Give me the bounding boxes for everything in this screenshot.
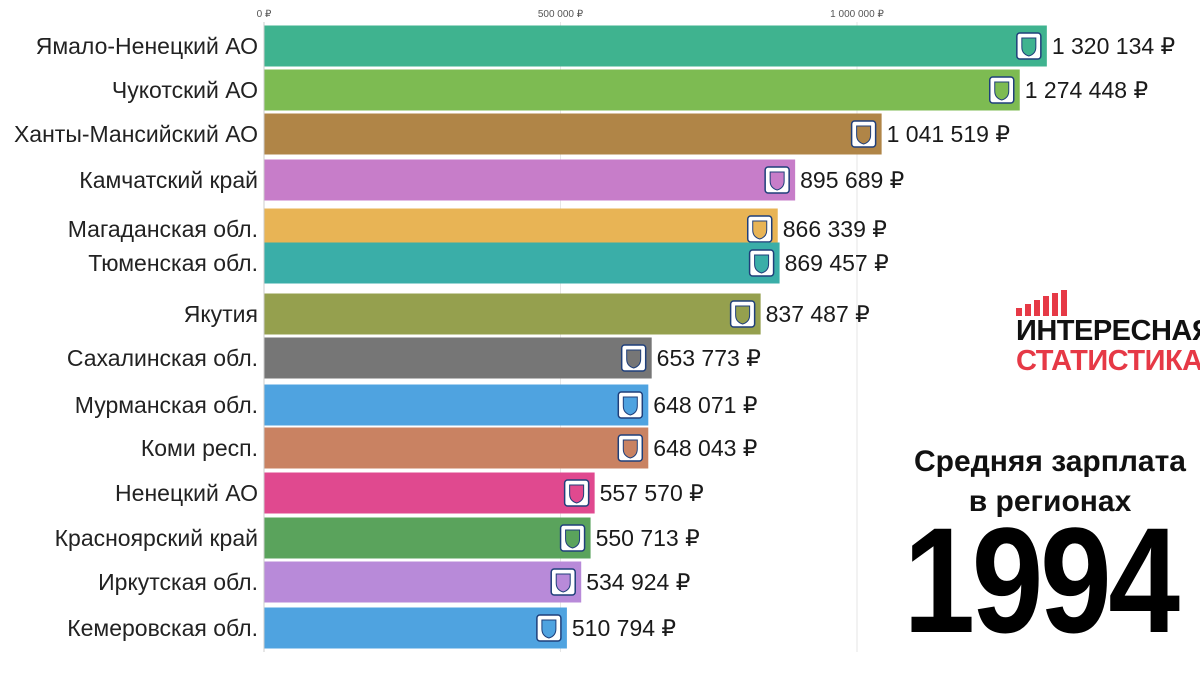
chukotka-coat-of-arms-icon: [988, 76, 1015, 104]
value-label: 837 487 ₽: [766, 301, 870, 327]
value-label: 869 457 ₽: [785, 250, 889, 276]
value-label: 1 041 519 ₽: [887, 121, 1010, 147]
logo-text-line2: СТАТИСТИКА: [1016, 345, 1200, 377]
category-label: Магаданская обл.: [68, 216, 258, 242]
value-label: 557 570 ₽: [600, 480, 704, 506]
category-label: Ненецкий АО: [115, 480, 258, 506]
yakutia-coat-of-arms-icon: [729, 300, 756, 328]
logo-bar: [1061, 290, 1067, 316]
magadan-coat-of-arms-icon: [746, 215, 773, 243]
x-tick-label: 1 000 000 ₽: [830, 9, 884, 20]
category-label: Ханты-Мансийский АО: [14, 121, 258, 147]
category-label: Кемеровская обл.: [67, 615, 258, 641]
bar: [264, 384, 649, 426]
bar: [264, 472, 595, 514]
category-label: Красноярский край: [55, 525, 258, 551]
value-label: 648 043 ₽: [653, 435, 757, 461]
brand-logo: ИНТЕРЕСНАЯ СТАТИСТИКА: [1016, 288, 1200, 383]
komi-coat-of-arms-icon: [617, 434, 644, 462]
logo-bar: [1052, 293, 1058, 316]
category-label: Тюменская обл.: [88, 250, 258, 276]
bar: [264, 113, 882, 155]
value-label: 653 773 ₽: [657, 345, 761, 371]
value-label: 550 713 ₽: [596, 525, 700, 551]
kemerovo-coat-of-arms-icon: [536, 614, 562, 642]
value-label: 866 339 ₽: [783, 216, 887, 242]
subtitle-line1: Средняя зарплата: [914, 445, 1186, 478]
category-label: Иркутская обл.: [98, 569, 258, 595]
value-label: 510 794 ₽: [572, 615, 676, 641]
category-label: Якутия: [184, 301, 258, 327]
chart-subtitle: Средняя зарплата в регионах: [880, 442, 1200, 522]
logo-bar: [1043, 296, 1049, 316]
bar: [264, 293, 761, 335]
category-label: Камчатский край: [79, 167, 258, 193]
bar: [264, 242, 780, 284]
logo-bars-icon: [1016, 288, 1196, 316]
category-label: Мурманская обл.: [75, 392, 258, 418]
value-label: 895 689 ₽: [800, 167, 904, 193]
year-label: 1994: [903, 496, 1180, 664]
subtitle-line2: в регионах: [968, 485, 1132, 518]
bar: [264, 337, 652, 379]
yamal-coat-of-arms-icon: [1016, 32, 1042, 60]
bar: [264, 159, 796, 201]
nenets-coat-of-arms-icon: [563, 479, 590, 507]
category-label: Ямало-Ненецкий АО: [36, 33, 258, 59]
logo-bar: [1034, 300, 1040, 316]
logo-bar: [1016, 308, 1022, 316]
category-label: Чукотский АО: [112, 77, 258, 103]
kamchatka-coat-of-arms-icon: [764, 166, 790, 194]
bar: [264, 607, 567, 649]
khmao-coat-of-arms-icon: [850, 120, 877, 148]
category-label: Сахалинская обл.: [67, 345, 258, 371]
logo-text-line1: ИНТЕРЕСНАЯ: [1016, 315, 1200, 347]
bar: [264, 69, 1020, 111]
krasnoyarsk-coat-of-arms-icon: [559, 524, 586, 552]
category-label: Коми респ.: [141, 435, 258, 461]
logo-bar: [1025, 304, 1031, 316]
value-label: 534 924 ₽: [586, 569, 690, 595]
irkutsk-coat-of-arms-icon: [550, 568, 576, 596]
tyumen-coat-of-arms-icon: [748, 249, 775, 277]
murmansk-coat-of-arms-icon: [617, 391, 644, 419]
bar: [264, 517, 591, 559]
bar: [264, 25, 1047, 67]
value-label: 648 071 ₽: [653, 392, 757, 418]
value-label: 1 274 448 ₽: [1025, 77, 1148, 103]
x-tick-label: 500 000 ₽: [538, 9, 584, 20]
bar: [264, 561, 582, 603]
sakhalin-coat-of-arms-icon: [620, 344, 647, 372]
bar: [264, 427, 649, 469]
value-label: 1 320 134 ₽: [1052, 33, 1175, 59]
x-tick-label: 0 ₽: [257, 9, 272, 20]
